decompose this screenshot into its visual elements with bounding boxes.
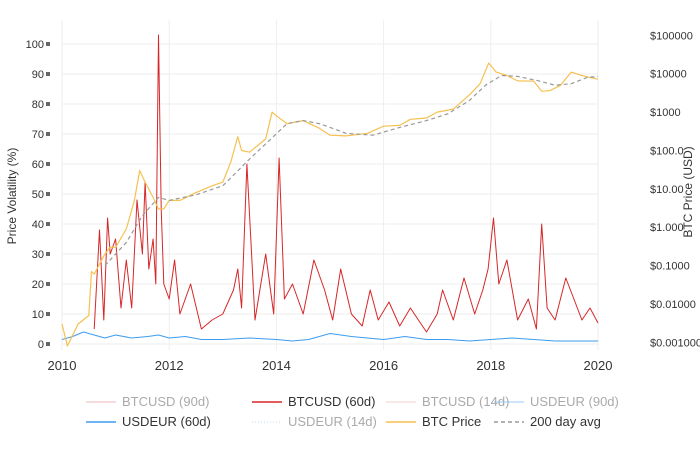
x-tick-label: 2014 xyxy=(262,358,291,373)
y2-tick-label: $100000 xyxy=(650,30,693,42)
y2-tick-label: $1000 xyxy=(650,107,681,119)
y2-axis-title: BTC Price (USD) xyxy=(681,146,695,237)
y-tick-mark xyxy=(46,192,50,196)
y-tick-label: 50 xyxy=(32,189,44,201)
y-tick-mark xyxy=(46,312,50,316)
x-tick-label: 2012 xyxy=(155,358,184,373)
legend-label: BTCUSD (14d) xyxy=(422,394,509,409)
y2-tick-label: $10000 xyxy=(650,69,687,81)
legend-label: 200 day avg xyxy=(530,414,601,429)
y-tick-mark xyxy=(46,282,50,286)
y-tick-label: 100 xyxy=(26,39,44,51)
y-tick-mark xyxy=(46,222,50,226)
legend-label: USDEUR (60d) xyxy=(122,414,211,429)
y-axis-title: Price Volatility (%) xyxy=(5,148,19,245)
y-tick-label: 90 xyxy=(32,69,44,81)
y-tick-mark xyxy=(46,102,50,106)
y-tick-mark xyxy=(46,342,50,346)
legend-label: BTCUSD (60d) xyxy=(288,394,375,409)
legend-item-200-day-avg[interactable]: 200 day avg xyxy=(494,414,601,429)
series-line-200-day-avg xyxy=(104,74,599,267)
y-tick-label: 40 xyxy=(32,219,44,231)
legend-item-usdeur-60d[interactable]: USDEUR (60d) xyxy=(86,414,211,429)
legend-item-btcusd-60d[interactable]: BTCUSD (60d) xyxy=(252,394,375,409)
y2-axis-ticks: $0.001000 $0.01000 $0.1000 $1.000 $10.00 $100… xyxy=(650,30,700,349)
x-axis-ticks: 2010 2012 2014 2016 2018 2020 xyxy=(48,358,613,373)
legend-label: USDEUR (90d) xyxy=(530,394,619,409)
gridlines xyxy=(61,20,599,350)
y-tick-label: 0 xyxy=(38,339,44,351)
x-tick-label: 2020 xyxy=(584,358,613,373)
y2-tick-label: $100.0 xyxy=(650,145,684,157)
y-tick-label: 80 xyxy=(32,99,44,111)
y2-tick-label: $0.001000 xyxy=(650,337,700,349)
y2-tick-label: $1.000 xyxy=(650,222,684,234)
x-tick-label: 2010 xyxy=(48,358,77,373)
x-tick-label: 2018 xyxy=(476,358,505,373)
y2-tick-label: $0.01000 xyxy=(650,299,696,311)
y-tick-label: 20 xyxy=(32,279,44,291)
y-tick-mark xyxy=(46,72,50,76)
y2-tick-label: $10.00 xyxy=(650,184,684,196)
y-tick-mark xyxy=(46,132,50,136)
series-line-usdeur-60d xyxy=(61,331,598,342)
y-tick-label: 30 xyxy=(32,249,44,261)
legend-item-usdeur-90d[interactable]: USDEUR (90d) xyxy=(494,394,619,409)
legend-label: BTCUSD (90d) xyxy=(122,394,209,409)
y2-tick-label: $0.1000 xyxy=(650,261,690,273)
y-tick-label: 60 xyxy=(32,159,44,171)
y-tick-mark xyxy=(46,162,50,166)
series-lines xyxy=(61,34,599,347)
y-tick-label: 70 xyxy=(32,129,44,141)
legend-label: USDEUR (14d) xyxy=(288,414,377,429)
legend-item-btc-price[interactable]: BTC Price xyxy=(386,414,481,429)
y-tick-label: 10 xyxy=(32,309,44,321)
y-tick-mark xyxy=(46,42,50,46)
series-line-btcusd-60d xyxy=(93,34,599,333)
legend[interactable]: BTCUSD (90d) BTCUSD (60d) BTCUSD (14d) USDE… xyxy=(86,394,619,429)
series-line-btc-price xyxy=(61,62,599,347)
x-tick-label: 2016 xyxy=(369,358,398,373)
legend-item-btcusd-90d[interactable]: BTCUSD (90d) xyxy=(86,394,209,409)
y-axis-ticks: 0 10 20 30 40 50 60 70 80 90 100 xyxy=(26,39,50,351)
y-tick-mark xyxy=(46,252,50,256)
legend-item-btcusd-14d[interactable]: BTCUSD (14d) xyxy=(386,394,509,409)
legend-label: BTC Price xyxy=(422,414,481,429)
legend-item-usdeur-14d[interactable]: USDEUR (14d) xyxy=(252,414,377,429)
